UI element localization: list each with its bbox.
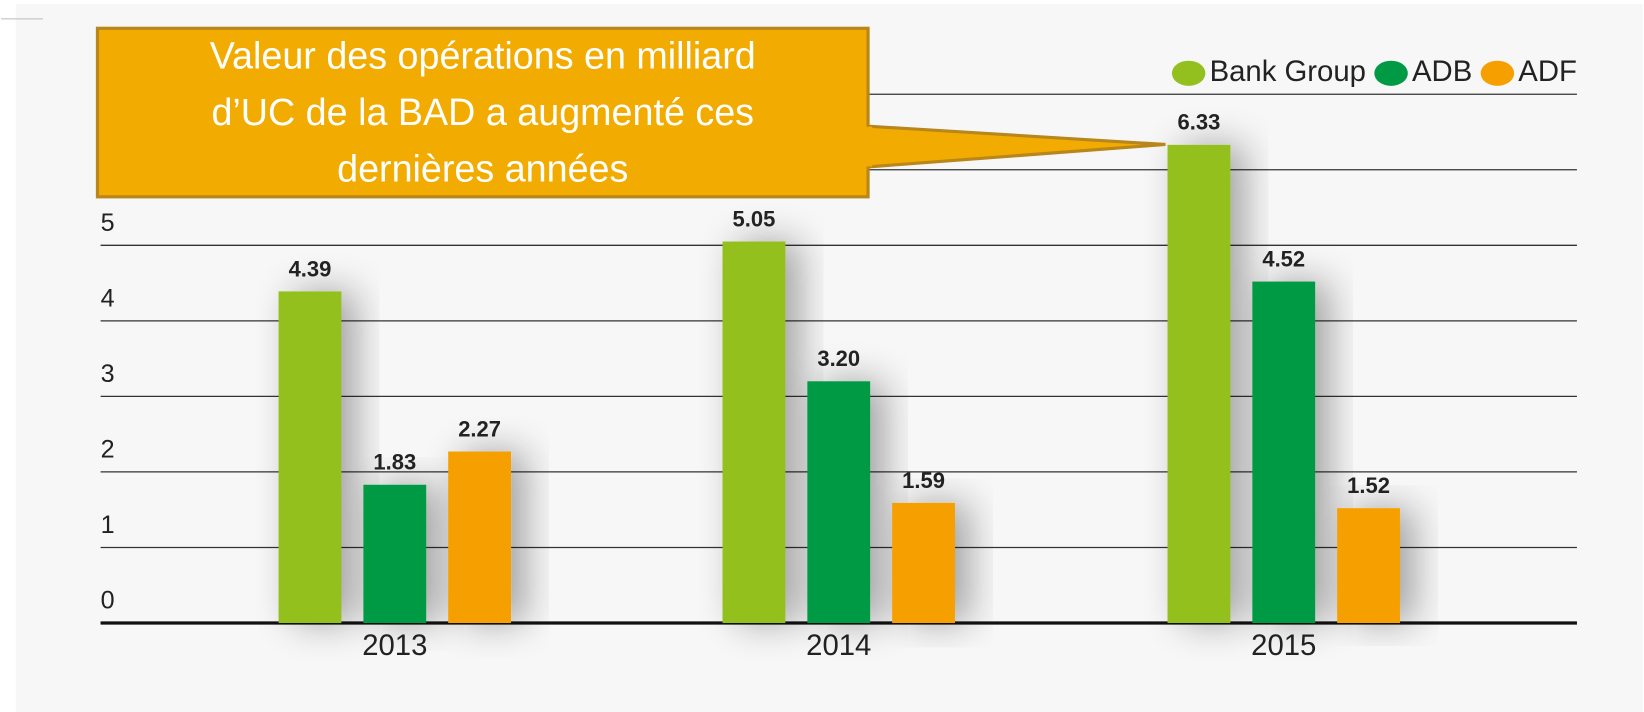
bar bbox=[363, 484, 427, 623]
bar bbox=[1252, 281, 1316, 623]
legend-label: ADB bbox=[1412, 55, 1472, 88]
bar bbox=[1167, 144, 1231, 623]
legend-swatch bbox=[1374, 60, 1408, 86]
y-tick-label: 3 bbox=[101, 360, 115, 388]
value-label: 5.05 bbox=[733, 206, 776, 231]
bar bbox=[1337, 508, 1400, 623]
bar bbox=[807, 381, 871, 623]
callout-box bbox=[95, 26, 870, 199]
y-tick-label: 1 bbox=[101, 511, 115, 539]
x-tick-label: 2013 bbox=[362, 629, 427, 662]
bar bbox=[892, 502, 955, 623]
x-tick-label: 2015 bbox=[1251, 629, 1316, 662]
callout-text: Valeur des opérations en milliard bbox=[210, 35, 756, 77]
y-tick-label: 4 bbox=[101, 285, 115, 313]
callout-text: d’UC de la BAD a augmenté ces bbox=[211, 91, 754, 133]
legend-swatch bbox=[1480, 60, 1515, 86]
x-tick-label: 2014 bbox=[806, 629, 871, 662]
value-label: 2.27 bbox=[458, 416, 501, 441]
value-label: 1.52 bbox=[1347, 473, 1390, 498]
bar bbox=[278, 291, 342, 623]
bar bbox=[722, 241, 786, 623]
callout-join bbox=[857, 126, 873, 167]
value-label: 4.39 bbox=[289, 256, 332, 281]
legend-swatch bbox=[1171, 60, 1206, 86]
value-label: 6.33 bbox=[1178, 110, 1221, 135]
value-label: 3.20 bbox=[817, 346, 860, 371]
value-label: 1.83 bbox=[373, 450, 416, 475]
legend-label: ADF bbox=[1518, 55, 1577, 88]
value-label: 1.59 bbox=[902, 468, 945, 493]
callout-text: dernières années bbox=[337, 148, 628, 190]
callout: Valeur des opérations en milliard d’UC de… bbox=[95, 26, 1166, 199]
legend-label: Bank Group bbox=[1210, 55, 1366, 88]
y-tick-label: 0 bbox=[101, 587, 115, 615]
y-tick-label: 2 bbox=[101, 436, 115, 464]
bar bbox=[448, 451, 512, 623]
value-label: 4.52 bbox=[1262, 246, 1305, 271]
y-tick-label: 5 bbox=[101, 209, 115, 237]
